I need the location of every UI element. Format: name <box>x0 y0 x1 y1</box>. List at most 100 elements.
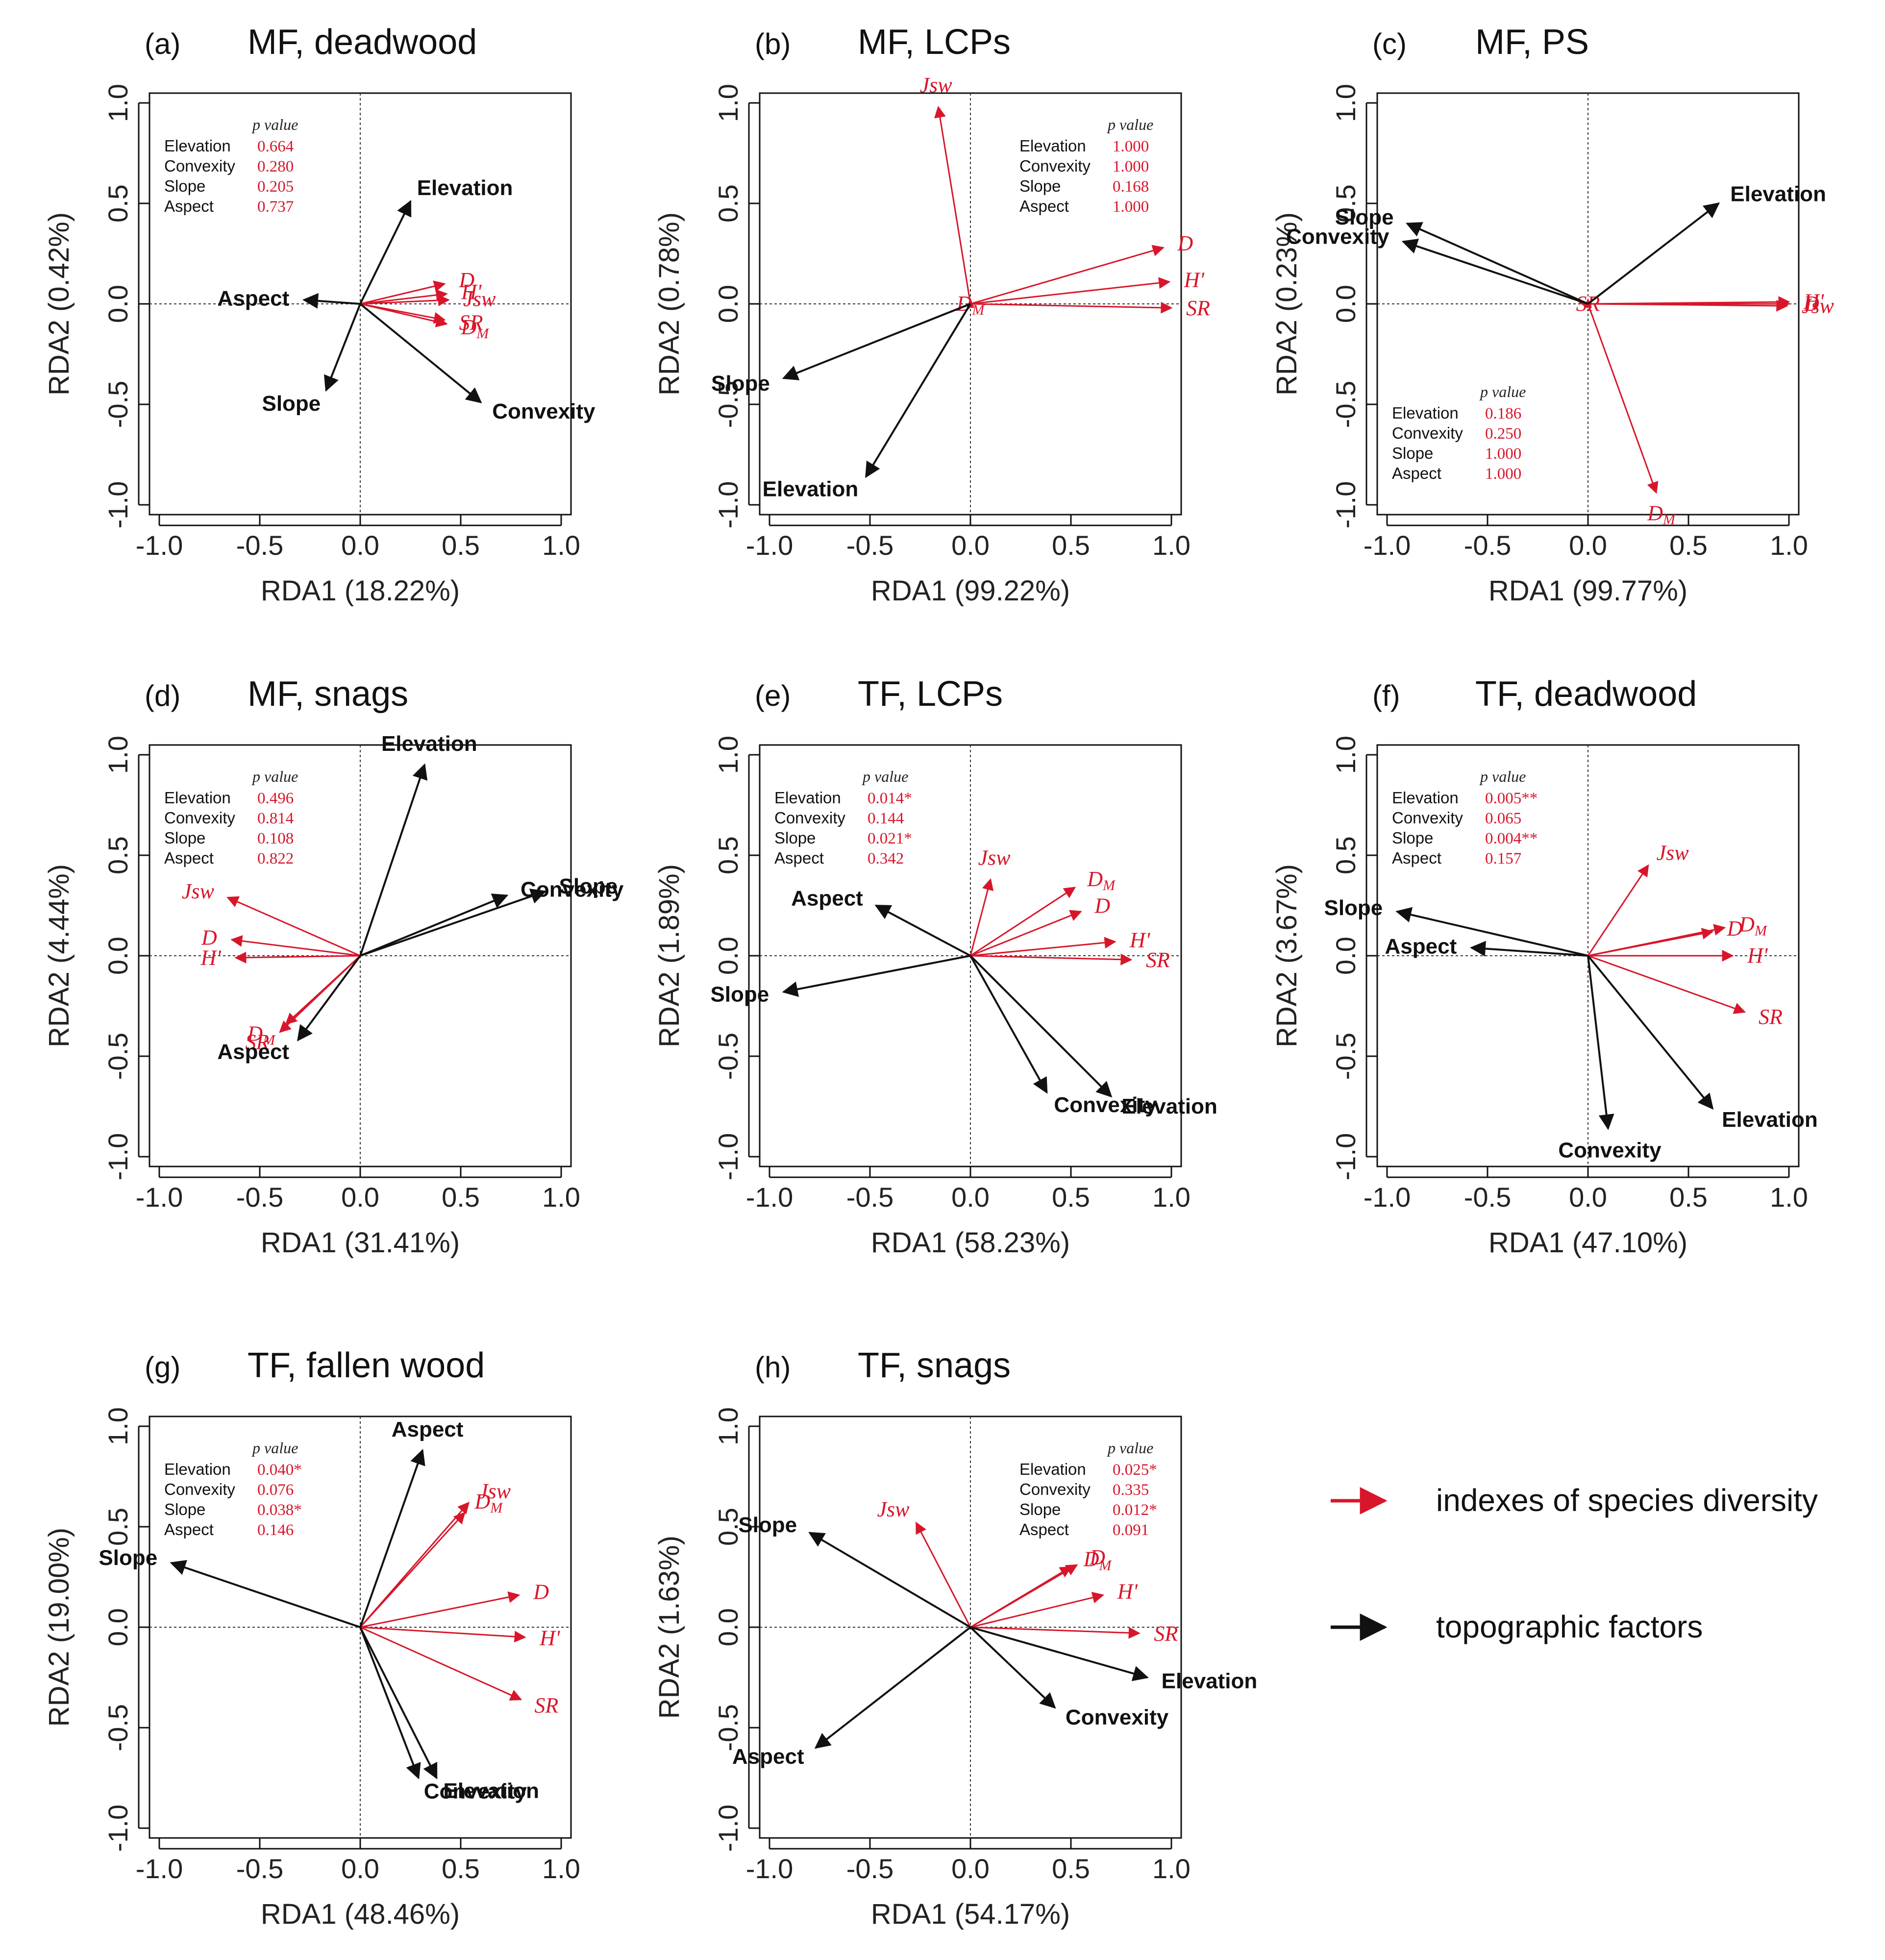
x-tick-label: -1.0 <box>746 530 794 561</box>
pvalue-header: p value <box>1479 768 1526 785</box>
diversity-label: Jsw <box>877 1497 910 1521</box>
pvalue-factor: Aspect <box>164 197 214 215</box>
x-axis-title: RDA1 (58.23%) <box>871 1227 1070 1259</box>
pvalue-value: 0.108 <box>257 830 294 847</box>
y-tick-label: -1.0 <box>102 1133 133 1181</box>
panel-a: (a) MF, deadwood -1.0 -0.5 0.0 0.5 1.0 -1.0 -0.5… <box>43 23 595 607</box>
y-tick-label: -1.0 <box>713 1805 744 1852</box>
x-tick-label: 0.0 <box>341 1182 379 1213</box>
panel-title: MF, LCPs <box>858 23 1011 62</box>
pvalue-factor: Convexity <box>164 809 235 827</box>
y-tick-label: -1.0 <box>102 1805 133 1852</box>
panel-b: (b) MF, LCPs -1.0 -0.5 0.0 0.5 1.0 -1.0 -0.5 0.0 0… <box>653 23 1210 607</box>
pvalue-factor: Slope <box>1392 444 1433 462</box>
x-tick-label: 0.5 <box>442 1853 480 1884</box>
pvalue-value: 0.342 <box>868 850 904 868</box>
x-tick-label: 0.5 <box>442 1182 480 1213</box>
diversity-label: Jsw <box>463 287 496 311</box>
diversity-label: D <box>1803 292 1819 316</box>
topographic-arrow-aspect <box>359 1449 425 1628</box>
y-tick-label: 0.0 <box>102 285 133 323</box>
topographic-label: Elevation <box>381 732 477 756</box>
x-tick-label: 0.0 <box>341 530 379 561</box>
topographic-label: Slope <box>99 1546 157 1570</box>
diversity-label: D <box>533 1580 549 1604</box>
pvalue-factor: Aspect <box>1019 1520 1069 1538</box>
topographic-arrow-slope <box>1395 907 1588 957</box>
pvalue-factor: Slope <box>164 1500 205 1518</box>
diversity-arrow-Jsw <box>1587 864 1649 956</box>
y-tick-label: 1.0 <box>1330 736 1361 774</box>
diversity-arrow-D <box>970 910 1082 957</box>
pvalue-value: 0.038* <box>257 1501 302 1519</box>
diversity-arrow-D <box>970 1564 1078 1628</box>
diversity-arrow-DM <box>1587 303 1659 494</box>
x-axis-title: RDA1 (54.17%) <box>871 1898 1070 1930</box>
pvalue-value: 0.004** <box>1485 830 1538 847</box>
pvalue-value: 0.012* <box>1113 1501 1157 1519</box>
pvalue-factor: Slope <box>1019 1500 1061 1518</box>
x-tick-label: 1.0 <box>542 1182 580 1213</box>
pvalue-factor: Slope <box>1019 177 1061 195</box>
x-tick-label: 0.0 <box>1569 1182 1607 1213</box>
x-tick-label: 0.0 <box>951 530 990 561</box>
y-tick-label: -0.5 <box>713 381 744 428</box>
diversity-label: Jsw <box>920 73 953 97</box>
diversity-arrow-D <box>230 935 361 957</box>
y-tick-label: -0.5 <box>102 1704 133 1752</box>
pvalue-value: 0.157 <box>1485 850 1521 868</box>
y-tick-label: -1.0 <box>1330 481 1361 529</box>
diversity-label: D <box>1727 917 1743 941</box>
y-tick-label: 0.5 <box>1330 184 1361 223</box>
x-tick-label: 0.5 <box>1669 1182 1708 1213</box>
diversity-arrow-DM <box>360 303 448 327</box>
x-tick-label: -1.0 <box>136 530 183 561</box>
topographic-arrow-elevation <box>1587 955 1714 1110</box>
pvalue-factor: Aspect <box>1392 464 1441 482</box>
pvalue-factor: Convexity <box>1392 809 1463 827</box>
x-tick-label: 1.0 <box>542 1853 580 1884</box>
panel-f: (f) TF, deadwood -1.0 -0.5 0.0 0.5 1.0 -1.0 -0.5… <box>1271 674 1818 1259</box>
topographic-arrow-elevation <box>1587 202 1720 305</box>
diversity-label: SR <box>459 310 483 334</box>
diversity-arrow-SR <box>970 301 1173 314</box>
diversity-label: Jsw <box>1802 294 1835 318</box>
y-axis-title: RDA2 (1.89%) <box>653 864 685 1047</box>
topographic-label: Convexity <box>492 399 595 423</box>
topographic-arrow-slope <box>782 303 971 380</box>
y-tick-label: -0.5 <box>713 1704 744 1752</box>
topographic-label: Convexity <box>424 1779 527 1803</box>
legend-item-diversity: indexes of species diversity <box>1331 1483 1818 1518</box>
topographic-label: Slope <box>1335 205 1394 229</box>
diversity-label: H' <box>539 1626 561 1650</box>
pvalue-factor: Elevation <box>1392 404 1459 422</box>
topographic-arrow-elevation <box>359 200 412 304</box>
topographic-label: Convexity <box>1558 1138 1662 1162</box>
y-tick-label: 0.5 <box>713 1508 744 1546</box>
pvalue-header: p value <box>1479 383 1526 400</box>
topographic-label: Aspect <box>218 287 290 311</box>
x-tick-label: -1.0 <box>746 1853 794 1884</box>
pvalue-value: 0.205 <box>257 178 294 196</box>
pvalue-factor: Elevation <box>774 789 841 807</box>
x-axis-title: RDA1 (99.77%) <box>1488 575 1687 607</box>
pvalue-factor: Slope <box>164 829 205 847</box>
topographic-label: Convexity <box>1066 1706 1169 1730</box>
topographic-arrow-elevation <box>970 1626 1149 1682</box>
pvalue-factor: Convexity <box>1019 157 1091 175</box>
y-tick-label: 0.5 <box>713 836 744 874</box>
diversity-label: H' <box>461 280 482 304</box>
topographic-label: Slope <box>711 372 770 396</box>
topographic-label: Aspect <box>732 1744 804 1768</box>
y-tick-label: 1.0 <box>102 84 133 122</box>
diversity-arrow-Jsw <box>360 294 450 306</box>
panel-title: TF, snags <box>858 1346 1011 1385</box>
panel-label: (b) <box>755 27 791 60</box>
x-tick-label: -0.5 <box>846 1853 894 1884</box>
topographic-label: Elevation <box>1162 1669 1258 1693</box>
legend-item-topographic: topographic factors <box>1331 1609 1703 1644</box>
diversity-arrow-Hprime <box>970 277 1171 305</box>
topographic-arrow-aspect <box>302 293 361 309</box>
y-tick-label: -1.0 <box>713 481 744 529</box>
diversity-arrow-Hprime <box>970 937 1116 957</box>
